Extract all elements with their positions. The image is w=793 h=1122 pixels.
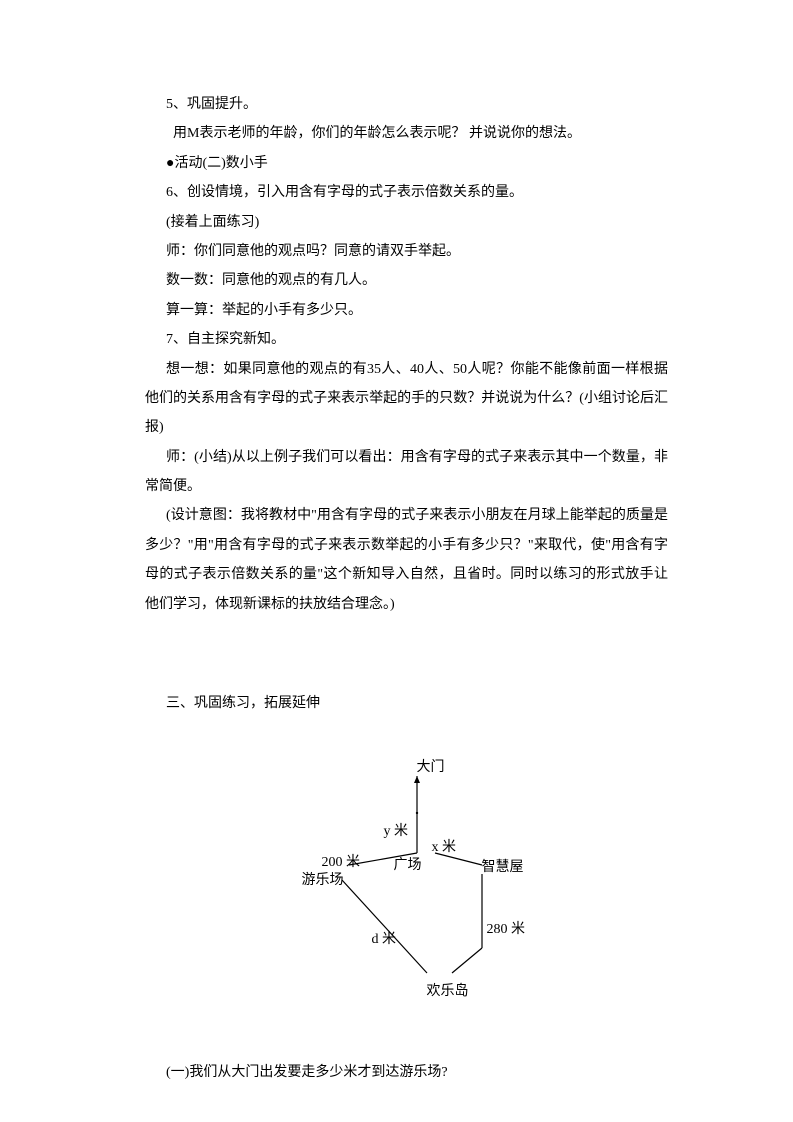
section-3-title: 三、巩固练习，拓展延伸 [145,689,668,718]
edge-280m: 280 米 [487,918,526,938]
edge-y: y 米 [384,820,409,840]
para-continue: (接着上面练习) [145,208,668,237]
node-square: 广场 [394,854,422,874]
para-calc: 算一算：举起的小手有多少只。 [145,296,668,325]
para-6-context: 6、创设情境，引入用含有字母的式子表示倍数关系的量。 [145,178,668,207]
edge-x: x 米 [432,836,457,856]
para-think: 想一想：如果同意他的观点的有35人、40人、50人呢？你能不能像前面一样根据他们… [145,355,668,443]
para-count: 数一数：同意他的观点的有几人。 [145,266,668,295]
edge-d: d 米 [372,928,397,948]
node-huanle: 欢乐岛 [427,980,469,1000]
para-design-intent: (设计意图：我将教材中"用含有字母的式子来表示小朋友在月球上能举起的质量是多少？… [145,501,668,619]
node-zhihui: 智慧屋 [482,856,524,876]
map-diagram-container: 大门 广场 游乐场 智慧屋 欢乐岛 y 米 x 米 200 米 280 米 d … [145,748,668,1008]
edge-200m: 200 米 [322,851,361,871]
node-youle: 游乐场 [302,869,344,889]
para-teacher-ask: 师：你们同意他的观点吗？同意的请双手举起。 [145,237,668,266]
question-1: (一)我们从大门出发要走多少米才到达游乐场? [145,1058,668,1087]
para-m-age: 用M表示老师的年龄，你们的年龄怎么表示呢？ 并说说你的想法。 [145,119,668,148]
para-7-explore: 7、自主探究新知。 [145,325,668,354]
map-diagram: 大门 广场 游乐场 智慧屋 欢乐岛 y 米 x 米 200 米 280 米 d … [277,748,537,1008]
node-gate: 大门 [417,756,445,776]
para-summary: 师：(小结)从以上例子我们可以看出：用含有字母的式子来表示其中一个数量，非常简便… [145,443,668,502]
para-activity-2: ●活动(二)数小手 [145,149,668,178]
para-5-consolidate: 5、巩固提升。 [145,90,668,119]
